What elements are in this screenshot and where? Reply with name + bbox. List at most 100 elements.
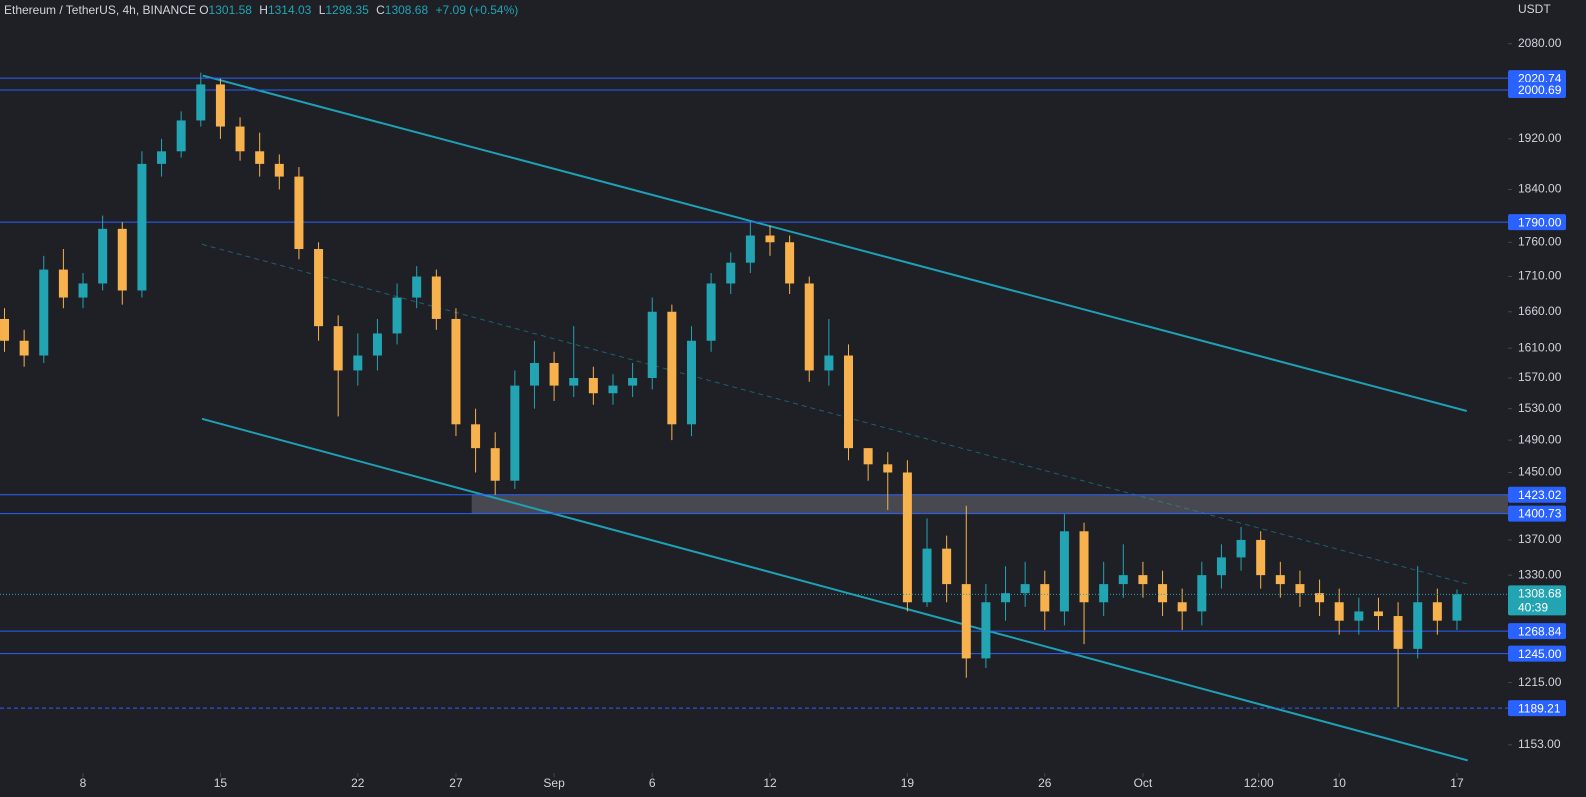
candle-body — [529, 362, 539, 386]
level-tag — [1508, 645, 1566, 662]
level-tag — [1508, 505, 1566, 522]
candle-body — [176, 120, 186, 152]
y-tick-label: 2080.00 — [1518, 36, 1562, 50]
candle-body — [549, 362, 559, 386]
ohlc-value: 1298.35 — [325, 3, 369, 17]
candle-body — [1197, 575, 1207, 612]
candle-body — [1099, 584, 1109, 603]
candle-body — [215, 84, 225, 127]
candle-body — [1393, 616, 1403, 649]
y-tick-label: 1330.00 — [1518, 567, 1562, 581]
candle-body — [1452, 594, 1462, 621]
candle-body — [785, 242, 795, 284]
candle-body — [1118, 575, 1128, 585]
candle-body — [353, 355, 363, 371]
symbol[interactable]: Ethereum / TetherUS, 4h, BINANCE — [4, 3, 196, 17]
x-tick-label: 12 — [763, 776, 777, 790]
trend-line — [201, 417, 1469, 762]
candle-body — [844, 355, 854, 449]
y-tick-label: 1710.00 — [1518, 269, 1562, 283]
x-tick-label: 6 — [649, 776, 656, 790]
level-tag-label: 1790.00 — [1518, 215, 1562, 229]
price-axis-bg — [1508, 0, 1586, 797]
ohlc-value: 1314.03 — [267, 3, 312, 17]
ohlc-label: L — [318, 3, 326, 17]
y-tick-label: 1570.00 — [1518, 370, 1562, 384]
candle-body — [333, 326, 343, 371]
candle-body — [412, 276, 422, 298]
x-tick-label: Sep — [543, 776, 565, 790]
level-tag-label: 2020.74 — [1518, 71, 1562, 85]
candle-body — [117, 228, 127, 291]
candle-body — [314, 249, 324, 327]
candle-body — [824, 355, 834, 371]
y-tick-label: 1490.00 — [1518, 432, 1562, 446]
x-tick-label: 12:00 — [1244, 776, 1274, 790]
y-tick-label: 1153.00 — [1518, 737, 1561, 751]
x-tick-label: 26 — [1038, 776, 1052, 790]
candle-body — [1001, 593, 1011, 603]
axis-unit: USDT — [1518, 2, 1551, 16]
candle-body — [98, 228, 108, 284]
candle-body — [1334, 602, 1344, 621]
candle-body — [1138, 575, 1148, 585]
candle-body — [510, 385, 520, 481]
candle-body — [1275, 575, 1285, 585]
trend-line — [201, 243, 1468, 585]
y-tick-label: 1450.00 — [1518, 465, 1562, 479]
candle-body — [1216, 557, 1226, 576]
candle-body — [1040, 584, 1050, 612]
x-tick-label: 19 — [901, 776, 915, 790]
level-tag — [1508, 214, 1566, 231]
candle-body — [451, 318, 461, 425]
candle-body — [255, 151, 265, 164]
candle-body — [765, 235, 775, 243]
level-tag-label: 1245.00 — [1518, 647, 1562, 661]
y-tick-label: 1760.00 — [1518, 234, 1562, 248]
candle-body — [1059, 531, 1069, 612]
candle-body — [78, 283, 88, 298]
ohlc-value: 1308.68 — [384, 3, 429, 17]
candle-body — [863, 448, 873, 465]
candle-body — [471, 424, 481, 449]
candle-body — [196, 84, 206, 121]
y-tick-label: 1610.00 — [1518, 340, 1562, 354]
candle-body — [726, 262, 736, 284]
candle-body — [745, 235, 755, 263]
candle-body — [981, 602, 991, 659]
ohlc-label: O — [199, 3, 209, 17]
candle-body — [19, 340, 29, 356]
countdown: 40:39 — [1518, 601, 1548, 615]
candle-body — [1295, 584, 1305, 594]
candle-body — [569, 378, 579, 386]
candle-body — [274, 163, 284, 177]
candle-body — [804, 283, 814, 371]
candle-body — [1079, 531, 1089, 603]
header: Ethereum / TetherUS, 4h, BINANCE O1301.5… — [4, 3, 522, 17]
change: +7.09 (+0.54%) — [435, 3, 519, 17]
ohlc-label: C — [376, 3, 385, 17]
x-tick-label: Oct — [1134, 776, 1153, 790]
x-tick-label: 8 — [80, 776, 87, 790]
candle-body — [883, 464, 893, 473]
y-tick-label: 1840.00 — [1518, 182, 1562, 196]
candle-body — [647, 311, 657, 379]
level-tag-label: 1268.84 — [1518, 624, 1562, 638]
last-price-tag — [1508, 585, 1566, 616]
candle-body — [431, 276, 441, 319]
candle-body — [1373, 611, 1383, 617]
candle-body — [686, 340, 696, 425]
candle-body — [608, 385, 618, 394]
y-tick-label: 1370.00 — [1518, 532, 1562, 546]
candle-body — [157, 151, 167, 164]
candle-body — [1256, 539, 1266, 576]
candle-body — [235, 126, 245, 152]
candle-body — [1413, 602, 1423, 649]
y-tick-label: 1920.00 — [1518, 131, 1562, 145]
candle-body — [1177, 602, 1187, 612]
candle-body — [392, 297, 402, 334]
candle-body — [1158, 584, 1168, 603]
candle-body — [490, 448, 500, 481]
